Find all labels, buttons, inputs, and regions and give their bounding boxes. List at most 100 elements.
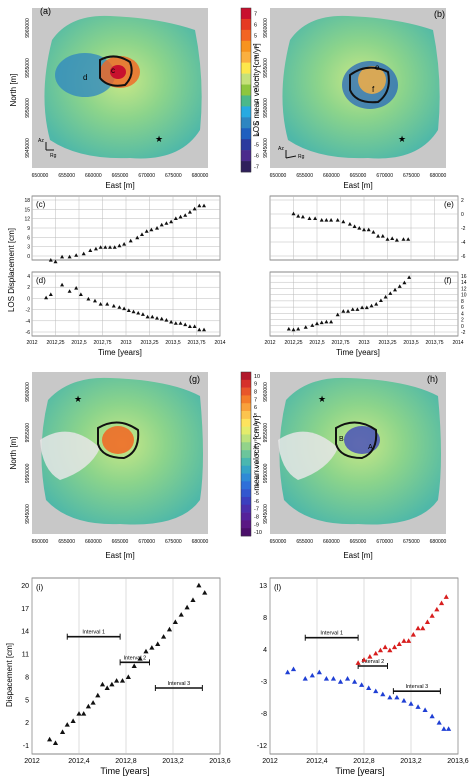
y-tick-label: 4 <box>461 311 464 317</box>
map-y-tick: 9945000 <box>25 138 31 158</box>
marker-A: A <box>368 444 373 451</box>
data-point <box>394 238 399 242</box>
colorbar-top: 7 6 5 4 3 2 1 0 -1 -2 -3 -4 -5 -6 -7 <box>240 7 259 173</box>
rg-label: Rg <box>298 154 305 160</box>
map-y-tick: 9950000 <box>25 463 31 483</box>
x-tick-label: 2013,2 <box>162 758 184 765</box>
plot-panel-i: 2012 2012,4 2012,8 2013,2 2013,6 20 17 14 11 8 5 2 -… <box>21 577 231 765</box>
y-tick-label: 13 <box>259 583 267 590</box>
x-tick-label: 2013,25 <box>140 340 158 346</box>
bottom-xlabel-i: Time [years] <box>100 766 149 776</box>
data-point <box>202 590 208 595</box>
y-tick-label: 9 <box>27 226 30 232</box>
colorbar-swatch <box>241 395 251 404</box>
data-point <box>360 305 365 310</box>
data-point <box>47 736 53 742</box>
colorbar-swatch <box>241 426 251 435</box>
east-axis-label-g: East [m] <box>105 551 134 560</box>
map-y-tick: 9955000 <box>25 58 31 78</box>
map-panel-h: (h) B A ★ <box>270 372 446 534</box>
data-point <box>382 644 388 650</box>
x-tick-label: 2012 <box>262 758 278 765</box>
data-point <box>81 251 86 256</box>
colorbar-tick: -6 <box>254 154 259 160</box>
data-point <box>70 718 76 723</box>
colorbar-tick: -7 <box>254 165 259 171</box>
los-displacement-label: LOS Displacement [cm] <box>7 228 16 312</box>
data-point <box>446 726 452 731</box>
map-x-ticks: 650000 655000 660000 665000 670000 675000 6800… <box>32 173 447 179</box>
y-tick-label: 2 <box>27 285 30 291</box>
data-point <box>424 619 431 624</box>
colorbar-swatch <box>241 8 251 20</box>
x-tick-label: 2013,5 <box>165 340 181 346</box>
map-x-tick: 655000 <box>296 173 313 179</box>
x-tick-label: 2012,8 <box>353 758 375 765</box>
colorbar-bottom-title: mean velocity [cm/yr] <box>252 415 261 490</box>
map-x-tick: 660000 <box>85 539 102 545</box>
colorbar-tick: 3 <box>254 429 257 435</box>
y-tick-label: 8 <box>25 674 29 681</box>
data-point <box>286 326 291 331</box>
dispacement-label: Dispacement [cm] <box>5 643 14 707</box>
colorbar-swatch <box>241 73 251 85</box>
map-x-tick: 680000 <box>192 173 209 179</box>
data-point <box>355 307 360 311</box>
y-tick-label: 6 <box>27 235 30 241</box>
data-point <box>187 210 192 214</box>
data-point <box>341 309 346 313</box>
data-point <box>109 681 115 687</box>
data-point <box>309 672 315 678</box>
map-y-tick: 9955000 <box>263 58 269 78</box>
data-point <box>136 310 141 315</box>
data-point <box>434 606 440 612</box>
colorbar-tick: 1 <box>254 77 257 83</box>
data-point <box>197 203 202 208</box>
data-point <box>387 694 393 700</box>
colorbar-swatch <box>241 139 251 151</box>
data-point <box>155 641 161 646</box>
colorbar-tick: -3 <box>254 121 259 127</box>
data-point <box>95 692 101 698</box>
map-x-tick: 665000 <box>112 173 129 179</box>
y-tick-label: 8 <box>263 615 267 622</box>
map-x-tick: 665000 <box>112 539 129 545</box>
x-tick-label: 2012,5 <box>309 340 325 346</box>
uplift-area <box>102 426 134 454</box>
colorbar-tick: 0 <box>254 452 257 458</box>
colorbar-swatch <box>241 473 251 482</box>
marker-f: f <box>372 85 375 94</box>
map-x-tick: 655000 <box>58 539 75 545</box>
data-point <box>415 625 421 631</box>
data-point <box>350 307 355 311</box>
colorbar-tick: -3 <box>254 475 259 481</box>
data-point <box>125 674 131 679</box>
panel-label: (d) <box>36 276 46 285</box>
map-panel-b: (b) f e ★ <box>270 8 446 168</box>
data-point <box>380 691 386 697</box>
y-tick-label: -3 <box>261 679 267 686</box>
colorbar-tick: 1 <box>254 444 257 450</box>
y-tick-label: 10 <box>461 293 467 299</box>
data-point <box>401 237 406 241</box>
x-tick-label: 2012,4 <box>306 758 328 765</box>
colorbar-tick: 7 <box>254 11 257 17</box>
map-y-ticks-bottom: 9960000 9955000 9950000 9945000 9960000 99550… <box>25 382 269 524</box>
map-x-tick: 675000 <box>403 173 420 179</box>
y-tick-label: 8 <box>461 299 464 305</box>
data-point <box>88 248 93 252</box>
data-point <box>441 726 447 731</box>
y-tick-label: 14 <box>21 629 29 636</box>
colorbar-swatch <box>241 465 251 474</box>
y-tick-label: 18 <box>24 198 30 204</box>
colorbar-tick: 4 <box>254 44 257 50</box>
data-point <box>98 245 103 249</box>
data-point <box>285 669 291 675</box>
map-x-tick: 665000 <box>350 173 367 179</box>
data-point <box>64 722 70 727</box>
x-tick-label: 2012 <box>26 340 37 346</box>
star-marker: ★ <box>155 134 163 144</box>
y-tick-label: 5 <box>25 697 29 704</box>
colorbar-tick: 9 <box>254 382 257 388</box>
x-tick-label: 2012,25 <box>284 340 302 346</box>
